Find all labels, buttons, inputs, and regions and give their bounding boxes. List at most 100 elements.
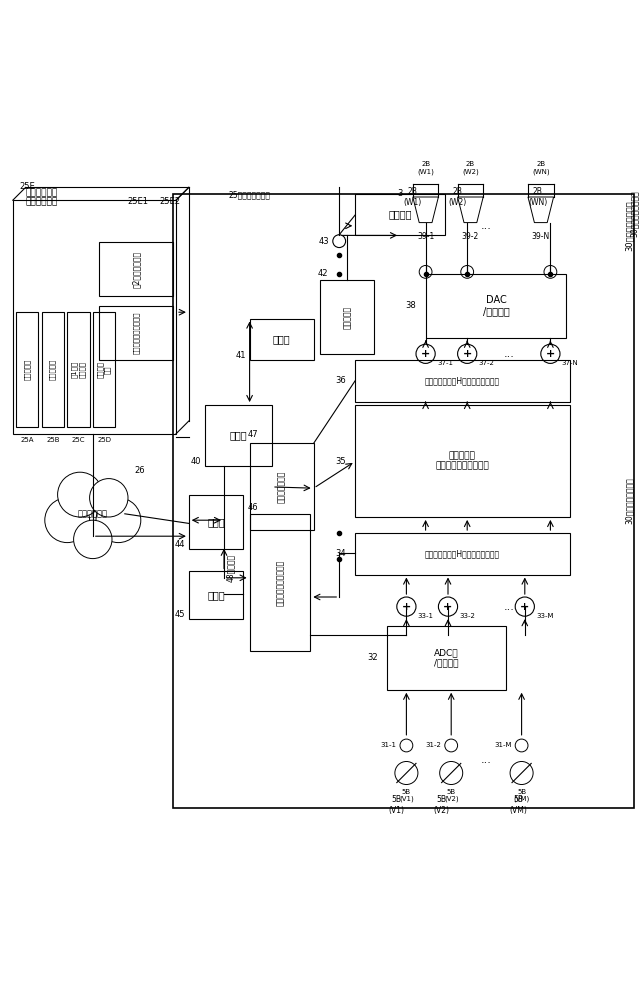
Text: 3: 3 bbox=[397, 189, 403, 198]
Text: 30（信号処理装置）: 30（信号処理装置） bbox=[625, 200, 634, 250]
Text: 42: 42 bbox=[318, 269, 328, 278]
Text: 表示制御部: 表示制御部 bbox=[342, 306, 352, 329]
Text: 5B
(VM): 5B (VM) bbox=[509, 796, 527, 815]
Text: ADC部
/アンプ部: ADC部 /アンプ部 bbox=[434, 648, 459, 667]
Text: ネットワーク: ネットワーク bbox=[78, 509, 108, 518]
Text: 5B
(V1): 5B (V1) bbox=[389, 796, 405, 815]
Text: 39-1: 39-1 bbox=[417, 232, 434, 241]
Text: 5B
(V2): 5B (V2) bbox=[444, 789, 458, 803]
Text: 31-M: 31-M bbox=[495, 742, 512, 748]
Bar bbox=[355, 360, 570, 402]
Text: ...: ... bbox=[481, 756, 492, 766]
Text: 2B
(WN): 2B (WN) bbox=[532, 161, 550, 174]
Text: 25E2: 25E2 bbox=[159, 197, 180, 206]
Text: 制御部: 制御部 bbox=[230, 431, 247, 441]
Text: 2B
(WN): 2B (WN) bbox=[528, 187, 547, 206]
Text: 46: 46 bbox=[248, 503, 258, 512]
Text: 35: 35 bbox=[335, 457, 346, 466]
Text: 30（信号処理装置）: 30（信号処理装置） bbox=[625, 478, 634, 524]
Text: 第2伝達関数情報: 第2伝達関数情報 bbox=[131, 250, 141, 288]
Text: 画像データ: 画像データ bbox=[49, 359, 56, 381]
Bar bbox=[355, 405, 570, 517]
Text: 48（バス）: 48（バス） bbox=[226, 554, 235, 582]
Text: ...: ... bbox=[504, 349, 514, 359]
Text: 25E: 25E bbox=[19, 182, 35, 191]
Text: 5B
(V1): 5B (V1) bbox=[399, 789, 414, 803]
Text: +: + bbox=[402, 601, 411, 611]
Text: リファレンス音再生部: リファレンス音再生部 bbox=[275, 559, 285, 606]
Bar bbox=[250, 444, 314, 530]
Text: 33-2: 33-2 bbox=[460, 613, 476, 619]
Circle shape bbox=[90, 479, 128, 517]
Text: 2B
(W1): 2B (W1) bbox=[404, 187, 422, 206]
Text: マトリクス
コンポリューション部: マトリクス コンポリューション部 bbox=[436, 451, 489, 471]
Text: 37-2: 37-2 bbox=[479, 360, 495, 366]
Text: 32: 32 bbox=[367, 653, 378, 662]
Text: +: + bbox=[463, 349, 472, 359]
Circle shape bbox=[58, 472, 102, 517]
Text: 第1伝達
関数情報: 第1伝達 関数情報 bbox=[71, 361, 86, 379]
Bar bbox=[387, 626, 506, 689]
Text: 40: 40 bbox=[191, 457, 202, 466]
Text: ベースデータ: ベースデータ bbox=[26, 197, 58, 206]
Text: 38: 38 bbox=[405, 302, 416, 311]
Text: 25E1: 25E1 bbox=[127, 197, 148, 206]
Text: オブジェクト分離音源: オブジェクト分離音源 bbox=[132, 312, 140, 355]
Bar bbox=[13, 200, 176, 434]
Bar bbox=[355, 193, 445, 235]
Text: 5B
(V2): 5B (V2) bbox=[434, 796, 449, 815]
Bar bbox=[93, 313, 115, 428]
Text: 25A: 25A bbox=[20, 437, 35, 443]
Text: +: + bbox=[546, 349, 555, 359]
Text: 2B
(W2): 2B (W2) bbox=[462, 161, 479, 174]
Text: くのつ八電量＼Hローキャ八ヤニ器: くのつ八電量＼Hローキャ八ヤニ器 bbox=[425, 377, 500, 386]
Text: 30（信号処理装置）: 30（信号処理装置） bbox=[630, 190, 639, 237]
Text: 44: 44 bbox=[175, 540, 186, 549]
Bar bbox=[250, 319, 314, 360]
Text: 34: 34 bbox=[335, 549, 346, 558]
Text: +: + bbox=[444, 601, 452, 611]
Text: 表示装置: 表示装置 bbox=[388, 209, 412, 219]
Bar bbox=[16, 313, 38, 428]
Text: 26: 26 bbox=[134, 466, 145, 475]
Circle shape bbox=[45, 498, 90, 543]
Bar bbox=[189, 571, 243, 619]
Text: 43: 43 bbox=[319, 236, 330, 245]
Text: 39-2: 39-2 bbox=[462, 232, 479, 241]
Text: オブジェクト: オブジェクト bbox=[26, 188, 58, 197]
Text: 31-2: 31-2 bbox=[426, 742, 442, 748]
Text: 地図データ: 地図データ bbox=[24, 359, 31, 381]
Text: DAC
/アンプ部: DAC /アンプ部 bbox=[483, 295, 509, 317]
Bar bbox=[250, 514, 310, 651]
Bar bbox=[99, 306, 173, 360]
Text: 45: 45 bbox=[175, 610, 186, 619]
Bar bbox=[426, 274, 566, 338]
Text: メモリ: メモリ bbox=[207, 590, 225, 600]
Text: 31-1: 31-1 bbox=[381, 742, 397, 748]
Text: ...: ... bbox=[481, 220, 492, 230]
Text: 41: 41 bbox=[236, 351, 246, 360]
Text: 39-N: 39-N bbox=[532, 232, 550, 241]
Bar bbox=[173, 193, 634, 809]
Bar bbox=[42, 313, 64, 428]
Bar bbox=[189, 495, 243, 549]
Text: 33-M: 33-M bbox=[536, 613, 554, 619]
Text: 25（サーバ装置）: 25（サーバ装置） bbox=[228, 190, 271, 199]
Text: 対応関係
情報: 対応関係 情報 bbox=[97, 362, 111, 379]
Text: +: + bbox=[520, 601, 529, 611]
Circle shape bbox=[74, 520, 112, 558]
Text: 25B: 25B bbox=[46, 437, 60, 443]
Text: くのつ八電量＼Hローキャ八ヤニ器: くのつ八電量＼Hローキャ八ヤニ器 bbox=[425, 549, 500, 558]
Bar bbox=[355, 533, 570, 574]
Text: ...: ... bbox=[504, 601, 514, 611]
Circle shape bbox=[96, 498, 141, 543]
Bar bbox=[205, 405, 272, 466]
Text: 37-1: 37-1 bbox=[437, 360, 453, 366]
Text: 5B
(VM): 5B (VM) bbox=[513, 789, 530, 803]
Bar bbox=[67, 313, 90, 428]
Text: 33-1: 33-1 bbox=[418, 613, 434, 619]
Bar bbox=[99, 241, 173, 297]
Text: 47: 47 bbox=[248, 430, 258, 439]
Text: 2B
(W1): 2B (W1) bbox=[417, 161, 434, 174]
Text: +: + bbox=[421, 349, 430, 359]
